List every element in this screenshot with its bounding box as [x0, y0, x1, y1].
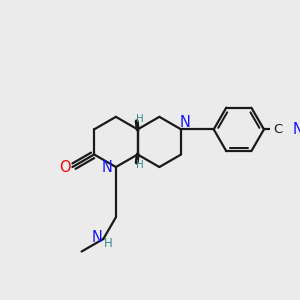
Text: N: N	[92, 230, 103, 245]
Text: O: O	[59, 160, 71, 175]
Text: H: H	[136, 114, 144, 124]
Text: N: N	[292, 122, 300, 137]
Text: H: H	[104, 237, 113, 250]
Text: N: N	[101, 160, 112, 175]
Text: N: N	[179, 115, 190, 130]
Text: H: H	[136, 160, 144, 170]
Text: C: C	[273, 123, 282, 136]
